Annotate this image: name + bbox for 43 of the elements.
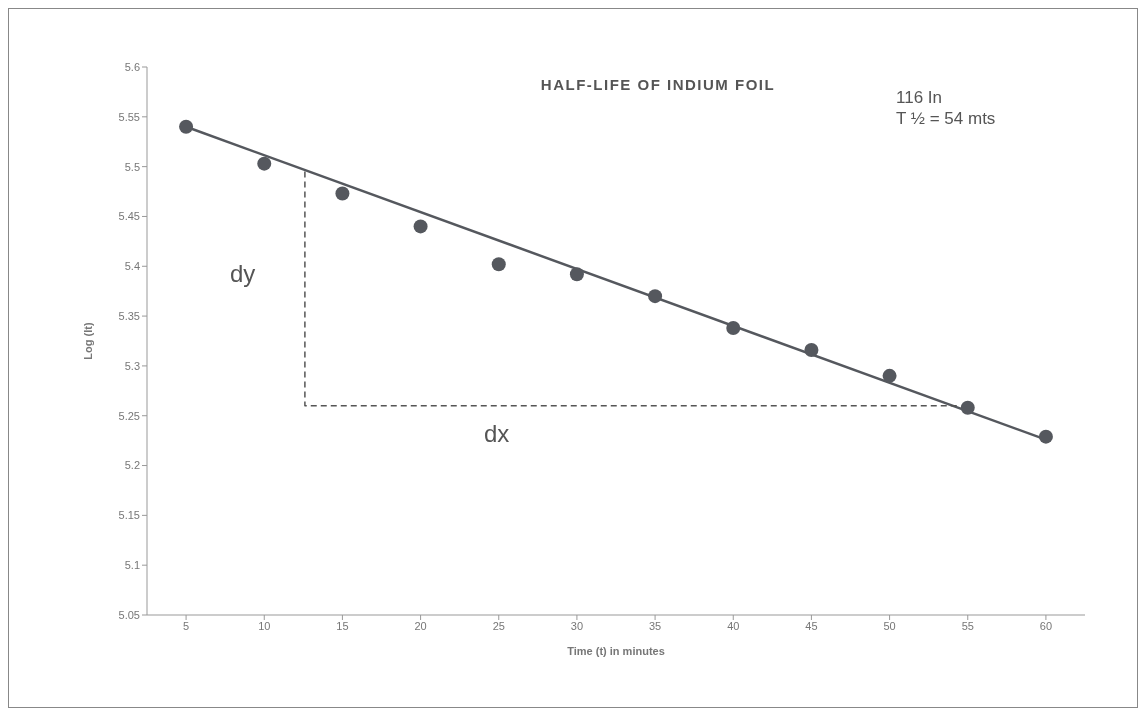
x-tick-label: 55 [961,619,974,632]
annotation: dy [230,260,256,288]
annotation: 116 In [896,88,943,108]
x-tick-label: 60 [1039,619,1053,632]
y-tick-label: 5.6 [124,60,140,73]
x-tick-label: 5 [183,619,190,632]
point [960,400,975,415]
point [491,257,506,272]
x-tick-label: 15 [336,619,349,632]
point [569,267,584,282]
y-tick-label: 5.55 [118,110,140,123]
point [804,342,819,357]
y-axis-title: Log (It) [81,322,94,360]
annotation: dx [484,420,510,448]
y-tick-label: 5.3 [124,359,140,372]
y-tick-label: 5.35 [118,310,140,322]
point [335,186,350,201]
point [413,219,428,234]
text: HALF-LIFE OF INDIUM FOIL [539,76,777,93]
point [882,368,897,383]
x-tick-label: 20 [414,619,427,632]
point [179,119,194,134]
point [648,289,663,304]
point [726,321,741,336]
y-tick-label: 5.2 [124,459,140,472]
x-axis-title: Time (t) in minutes [567,645,665,657]
y-tick-label: 5.5 [124,160,140,173]
x-tick-label: 45 [805,619,818,632]
x-tick-label: 50 [883,619,896,632]
x-tick-label: 25 [492,619,505,632]
x-tick-label: 10 [258,619,271,632]
x-tick-label: 30 [570,619,584,632]
y-tick-label: 5.4 [124,260,140,273]
y-tick-label: 5.25 [118,409,140,422]
annotation: T ½ = 54 mts [896,109,996,129]
point [257,156,272,171]
y-tick-label: 5.1 [124,559,140,572]
x-tick-label: 40 [727,619,740,632]
x-tick-label: 35 [648,619,662,632]
y-tick-label: 5.45 [118,210,140,223]
y-tick-label: 5.15 [118,509,140,522]
point [1038,429,1053,444]
y-tick-label: 5.05 [118,608,140,621]
